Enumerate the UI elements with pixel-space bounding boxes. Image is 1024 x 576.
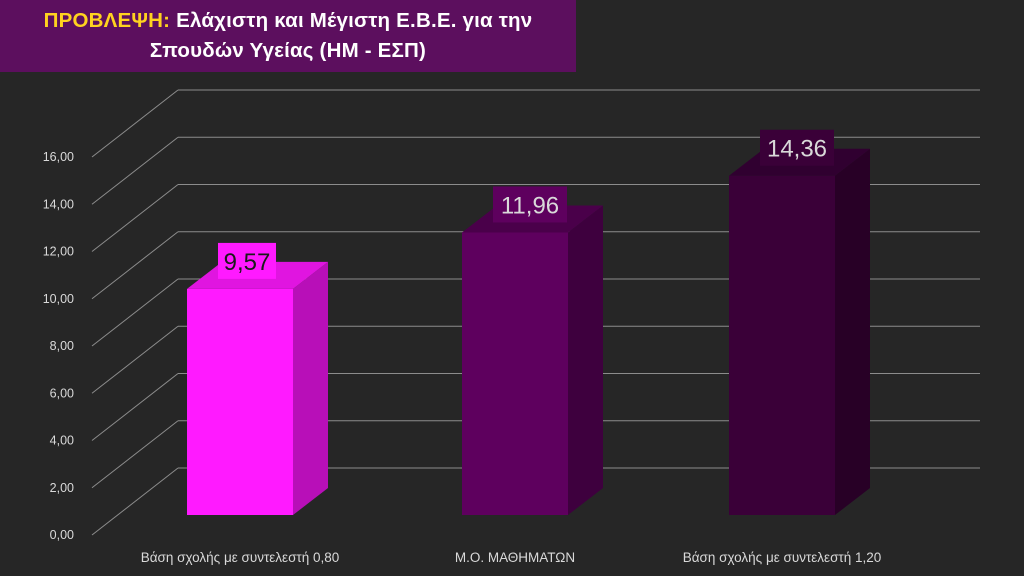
gridline-diagonal xyxy=(91,184,179,252)
y-tick-label: 4,00 xyxy=(50,434,74,448)
bar xyxy=(462,232,568,515)
bar-side xyxy=(835,148,870,515)
gridline-diagonal xyxy=(91,231,179,300)
x-category-label: Μ.Ο. ΜΑΘΗΜΑΤΩΝ xyxy=(455,550,575,565)
x-category-label: Βάση σχολής με συντελεστή 1,20 xyxy=(683,550,882,565)
y-tick-label: 12,00 xyxy=(43,245,74,259)
y-tick-label: 16,00 xyxy=(43,150,74,164)
gridline-diagonal xyxy=(91,467,179,536)
x-category-label: Βάση σχολής με συντελεστή 0,80 xyxy=(141,550,340,565)
data-label: 14,36 xyxy=(767,136,827,163)
y-tick-label: 6,00 xyxy=(50,386,74,400)
data-label-box xyxy=(218,242,276,279)
data-label: 11,96 xyxy=(501,192,559,219)
gridline-diagonal xyxy=(91,373,179,441)
gridline-diagonal xyxy=(91,136,179,205)
bar-side xyxy=(293,261,328,515)
data-label: 9,57 xyxy=(224,249,271,276)
y-tick-label: 0,00 xyxy=(50,528,74,542)
y-tick-label: 10,00 xyxy=(43,292,74,306)
gridline-diagonal xyxy=(91,278,179,347)
gridline-diagonal xyxy=(91,420,179,489)
gridline-diagonal xyxy=(91,325,179,394)
bar-side xyxy=(568,205,603,515)
bar xyxy=(729,175,835,515)
chart-title-box: ΠΡΟΒΛΕΨΗ: Ελάχιστη και Μέγιστη Ε.Β.Ε. γι… xyxy=(0,0,576,72)
bar xyxy=(187,288,293,515)
data-label-box xyxy=(760,129,834,166)
title-prefix: ΠΡΟΒΛΕΨΗ: xyxy=(43,9,171,32)
y-tick-label: 14,00 xyxy=(43,197,74,211)
data-label-box xyxy=(493,186,567,223)
y-tick-label: 8,00 xyxy=(50,339,74,353)
title-line2: Σπουδών Υγείας (ΗΜ - ΕΣΠ) xyxy=(149,39,427,62)
gridline-diagonal xyxy=(91,89,179,158)
y-tick-label: 2,00 xyxy=(50,481,74,495)
title-line1: Ελάχιστη και Μέγιστη Ε.Β.Ε. για την xyxy=(176,9,533,32)
